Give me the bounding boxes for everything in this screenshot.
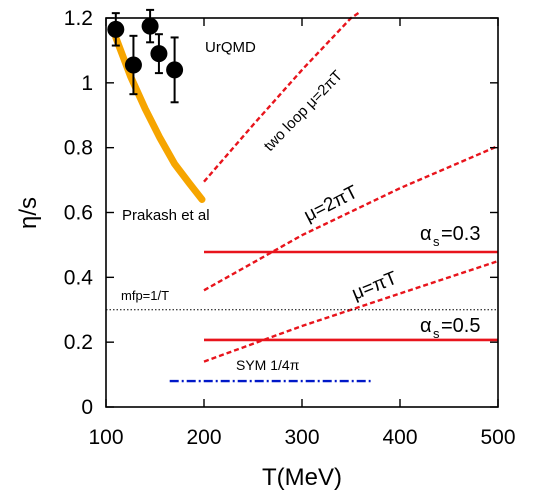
alpha-s-0-5-symbol: α (420, 315, 432, 337)
annotation-alpha-s-0-5: α s =0.5 (420, 315, 480, 341)
urqmd-points-layer (107, 8, 184, 104)
y-tick-label: 1 (81, 72, 93, 95)
x-tick-label: 400 (382, 426, 417, 449)
x-axis-label: T(MeV) (262, 464, 342, 491)
y-tick-label: 1.2 (64, 7, 93, 30)
series-layer (106, 10, 499, 383)
series-line-prakash (112, 34, 206, 203)
series-line-twoloop (203, 10, 362, 183)
y-tick-label: 0.6 (64, 202, 93, 225)
alpha-s-0-5-subscript: s (433, 326, 440, 341)
y-tick-label: 0.8 (64, 137, 93, 160)
alpha-s-0-5-value: =0.5 (441, 315, 480, 337)
series-line-mu2pi (203, 144, 499, 292)
ticks-layer: 100 200 300 400 500 0 0.2 0.4 0.6 0.8 1 1.2 (64, 7, 516, 449)
annotation-alpha-s-0-3: α s =0.3 (420, 223, 480, 249)
urqmd-point-3 (141, 17, 159, 35)
annotation-mfp: mfp=1/T (121, 288, 169, 303)
y-tick-label: 0.2 (64, 331, 93, 354)
alpha-s-0-3-subscript: s (433, 234, 440, 249)
urqmd-point-5 (166, 61, 184, 79)
series-line-mupi (203, 259, 499, 363)
annotation-mu-pi-t: μ=πT (349, 268, 401, 305)
urqmd-point-4 (150, 45, 168, 63)
annotation-urqmd: UrQMD (205, 39, 256, 56)
x-tick-label: 500 (480, 426, 515, 449)
alpha-s-0-3-value: =0.3 (441, 223, 480, 245)
urqmd-point-2 (124, 56, 142, 74)
y-axis-label: η/s (15, 197, 42, 229)
y-tick-label: 0 (81, 396, 93, 419)
alpha-s-0-3-symbol: α (420, 223, 432, 245)
x-tick-label: 200 (186, 426, 221, 449)
x-tick-label: 300 (284, 426, 319, 449)
annotation-two-loop: two loop μ=2πT (261, 67, 346, 155)
y-tick-label: 0.4 (64, 266, 94, 289)
annotation-prakash: Prakash et al (122, 207, 210, 224)
annotation-mu-2pi-t: μ=2πT (301, 182, 362, 227)
annotation-sym: SYM 1/4π (236, 357, 300, 373)
urqmd-point-1 (107, 20, 125, 38)
x-tick-label: 100 (88, 426, 123, 449)
